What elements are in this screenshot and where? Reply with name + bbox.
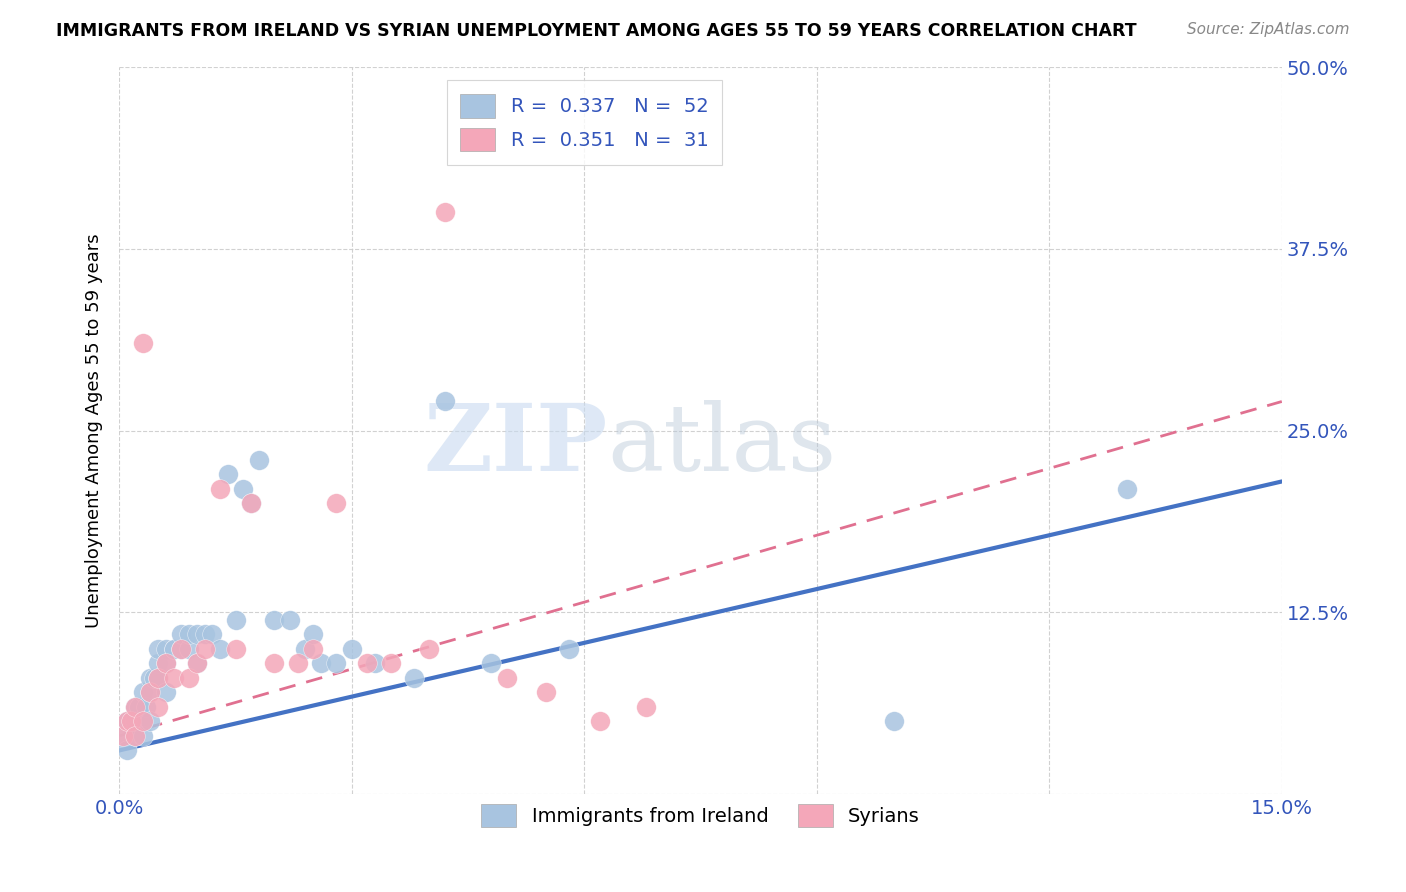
Point [177, 671, 200, 685]
Point [115, 714, 138, 729]
Point [124, 729, 146, 743]
Text: ZIP: ZIP [423, 401, 607, 490]
Point [636, 699, 658, 714]
Point [170, 641, 193, 656]
Point [146, 671, 169, 685]
Point [263, 613, 285, 627]
Point [302, 627, 325, 641]
Point [325, 496, 347, 510]
Point [146, 656, 169, 670]
Point [131, 714, 153, 729]
Text: atlas: atlas [607, 401, 837, 490]
Point [380, 656, 402, 670]
Point [146, 641, 169, 656]
Point [186, 656, 208, 670]
Point [170, 641, 193, 656]
Point [131, 729, 153, 743]
Point [146, 699, 169, 714]
Point [402, 671, 425, 685]
Point [225, 613, 247, 627]
Point [115, 743, 138, 757]
Point [325, 656, 347, 670]
Point [143, 671, 166, 685]
Point [139, 685, 162, 699]
Point [135, 699, 157, 714]
Point [240, 496, 263, 510]
Point [558, 641, 581, 656]
Point [155, 641, 177, 656]
Point [1115, 482, 1137, 496]
Point [883, 714, 905, 729]
Point [186, 656, 208, 670]
Point [186, 627, 208, 641]
Point [225, 641, 247, 656]
Point [124, 729, 146, 743]
Point [139, 714, 162, 729]
Point [302, 641, 325, 656]
Point [418, 641, 440, 656]
Point [479, 656, 502, 670]
Text: Source: ZipAtlas.com: Source: ZipAtlas.com [1187, 22, 1350, 37]
Point [208, 641, 231, 656]
Point [534, 685, 557, 699]
Point [131, 336, 153, 351]
Point [139, 671, 162, 685]
Y-axis label: Unemployment Among Ages 55 to 59 years: Unemployment Among Ages 55 to 59 years [86, 234, 103, 628]
Point [193, 641, 215, 656]
Legend: Immigrants from Ireland, Syrians: Immigrants from Ireland, Syrians [474, 796, 928, 835]
Point [155, 656, 177, 670]
Point [309, 656, 332, 670]
Point [162, 641, 184, 656]
Point [128, 699, 150, 714]
Point [193, 627, 215, 641]
Point [162, 641, 184, 656]
Point [124, 699, 146, 714]
Point [340, 641, 363, 656]
Point [131, 685, 153, 699]
Point [217, 467, 239, 482]
Point [170, 627, 193, 641]
Point [177, 627, 200, 641]
Point [155, 656, 177, 670]
Point [155, 685, 177, 699]
Point [433, 394, 456, 409]
Point [120, 714, 142, 729]
Point [589, 714, 612, 729]
Point [139, 685, 162, 699]
Point [294, 641, 316, 656]
Point [240, 496, 263, 510]
Point [433, 205, 456, 219]
Point [263, 656, 285, 670]
Point [201, 627, 224, 641]
Text: IMMIGRANTS FROM IRELAND VS SYRIAN UNEMPLOYMENT AMONG AGES 55 TO 59 YEARS CORRELA: IMMIGRANTS FROM IRELAND VS SYRIAN UNEMPL… [56, 22, 1137, 40]
Point [177, 641, 200, 656]
Point [287, 656, 309, 670]
Point [162, 671, 184, 685]
Point [112, 729, 135, 743]
Point [278, 613, 301, 627]
Point [146, 671, 169, 685]
Point [356, 656, 378, 670]
Point [247, 452, 270, 467]
Point [112, 729, 135, 743]
Point [120, 714, 142, 729]
Point [131, 714, 153, 729]
Point [124, 714, 146, 729]
Point [208, 482, 231, 496]
Point [115, 714, 138, 729]
Point [364, 656, 387, 670]
Point [124, 699, 146, 714]
Point [495, 671, 517, 685]
Point [232, 482, 254, 496]
